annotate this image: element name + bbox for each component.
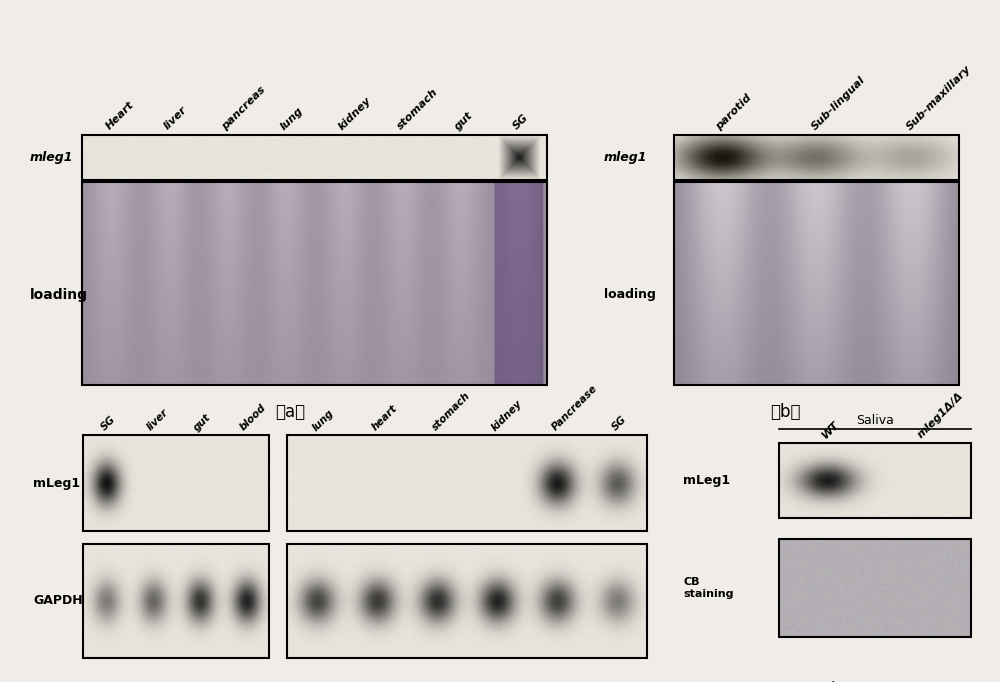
Text: （c）: （c） <box>232 681 262 682</box>
Text: pancreas: pancreas <box>220 85 268 132</box>
Text: stomach: stomach <box>430 391 472 432</box>
Text: mLeg1: mLeg1 <box>683 474 730 487</box>
Text: liver: liver <box>162 105 189 132</box>
Text: （d）: （d） <box>815 681 845 682</box>
Text: Pancrease: Pancrease <box>550 383 599 432</box>
Text: （a）: （a） <box>275 403 305 421</box>
Text: lung: lung <box>279 105 305 132</box>
Text: mLeg1: mLeg1 <box>33 477 80 490</box>
Text: mleg1Δ/Δ: mleg1Δ/Δ <box>916 391 966 441</box>
Bar <box>779 443 971 518</box>
Text: heart: heart <box>370 403 399 432</box>
Text: CB
staining: CB staining <box>683 577 734 599</box>
Text: mleg1: mleg1 <box>30 151 74 164</box>
Bar <box>287 435 647 531</box>
Bar <box>82 182 547 385</box>
Text: lung: lung <box>310 407 335 432</box>
Bar <box>83 544 269 658</box>
Bar <box>674 182 959 385</box>
Text: Sub-maxillary: Sub-maxillary <box>904 63 973 132</box>
Text: GAPDH: GAPDH <box>33 595 83 608</box>
Text: （b）: （b） <box>770 403 800 421</box>
Text: SG: SG <box>610 414 628 432</box>
Text: Saliva: Saliva <box>856 415 894 428</box>
Text: loading: loading <box>604 288 656 301</box>
Text: Sub-lingual: Sub-lingual <box>809 74 867 132</box>
Bar <box>82 135 547 181</box>
Text: Heart: Heart <box>104 100 136 132</box>
Text: blood: blood <box>238 402 268 432</box>
Text: stomach: stomach <box>395 87 440 132</box>
Text: kidney: kidney <box>337 95 373 132</box>
Text: SG: SG <box>99 414 117 432</box>
Bar <box>779 539 971 637</box>
Text: loading: loading <box>30 288 88 301</box>
Bar <box>674 135 959 181</box>
Text: SG: SG <box>511 113 530 132</box>
Bar <box>287 544 647 658</box>
Bar <box>83 435 269 531</box>
Text: gut: gut <box>192 411 213 432</box>
Text: WT: WT <box>820 419 841 441</box>
Text: gut: gut <box>453 110 475 132</box>
Text: parotid: parotid <box>714 92 754 132</box>
Text: mleg1: mleg1 <box>604 151 647 164</box>
Text: kidney: kidney <box>490 398 525 432</box>
Text: liver: liver <box>145 407 171 432</box>
